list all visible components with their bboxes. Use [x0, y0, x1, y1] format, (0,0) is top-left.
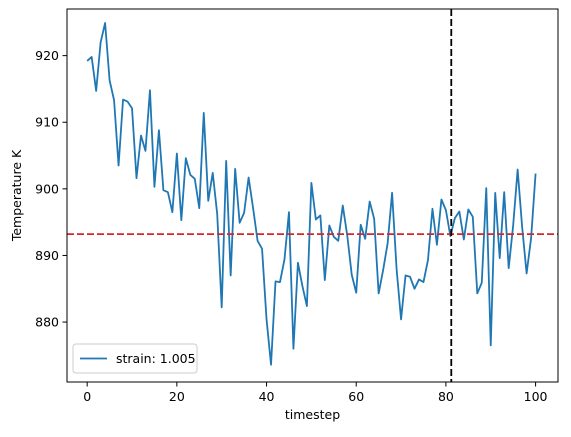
y-axis-label: Temperature K: [9, 149, 24, 242]
legend-box: [72, 343, 198, 374]
series-line-0: [86, 22, 537, 366]
x-tick-label: 60: [348, 389, 364, 404]
y-tick-label: 920: [35, 48, 59, 63]
x-tick-label: 0: [83, 389, 91, 404]
y-tick-label: 900: [35, 181, 59, 196]
axes-border: [66, 8, 559, 383]
y-tick-label: 880: [35, 315, 59, 330]
x-tick-label: 40: [259, 389, 275, 404]
legend-label: strain: 1.005: [116, 351, 196, 366]
x-tick-label: 20: [169, 389, 185, 404]
x-tick-label: 80: [438, 389, 454, 404]
y-tick-label: 910: [35, 115, 59, 130]
series-layer: [67, 9, 558, 382]
y-tick-label: 890: [35, 248, 59, 263]
y-axis-ticks: 880 890 900 910 920: [35, 48, 67, 330]
legend: strain: 1.005: [72, 343, 198, 374]
x-tick-label: 100: [524, 389, 548, 404]
x-axis-label: timestep: [285, 407, 340, 422]
axes-frame: [66, 8, 559, 383]
x-axis-ticks: 0 20 40 60 80 100: [83, 382, 548, 404]
